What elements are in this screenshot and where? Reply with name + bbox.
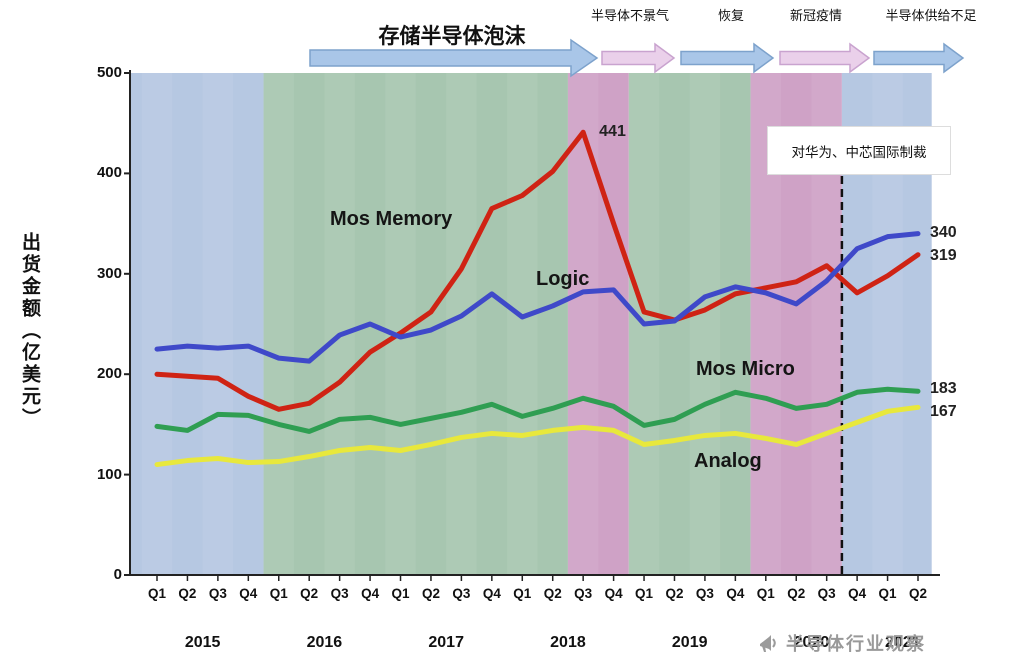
year-label: 2016 xyxy=(306,634,343,651)
memory-bubble-label: 存储半导体泡沫 xyxy=(378,25,526,48)
x-tick-label: Q2 xyxy=(300,586,319,601)
band-stripe xyxy=(263,73,294,575)
year-label: 2017 xyxy=(428,634,464,651)
band-stripe xyxy=(141,73,173,575)
x-tick-label: Q1 xyxy=(269,586,288,601)
value-label-logic-latest: 340 xyxy=(930,223,957,241)
x-tick-label: Q3 xyxy=(208,586,227,601)
y-tick-label: 0 xyxy=(113,566,122,583)
y-tick-label: 100 xyxy=(96,465,122,483)
series-line-analog xyxy=(154,404,921,468)
x-tick-label: Q3 xyxy=(452,586,471,601)
watermark-text: 半导体行业观察 xyxy=(786,634,926,654)
x-tick-label: Q2 xyxy=(665,586,684,601)
x-tick-label: Q1 xyxy=(513,586,532,601)
arrow-supply-shortage xyxy=(873,42,965,74)
x-tick-label: Q2 xyxy=(908,586,927,601)
y-axis-title: 出货金额（亿美元） xyxy=(19,232,40,430)
x-tick-label: Q1 xyxy=(147,586,166,601)
year-label: 2018 xyxy=(550,634,586,651)
year-label: 2015 xyxy=(184,634,221,651)
value-label-analog-latest: 167 xyxy=(930,403,957,421)
x-tick-label: Q4 xyxy=(482,586,501,601)
x-tick-label: Q3 xyxy=(817,586,836,601)
y-tick-label: 500 xyxy=(96,64,122,81)
series-line-mos-memory xyxy=(154,129,921,412)
x-tick-label: Q2 xyxy=(178,586,197,601)
y-tick-label: 400 xyxy=(96,164,122,182)
x-tick-label: Q4 xyxy=(726,586,745,601)
band-stripe xyxy=(202,73,234,575)
year-label: 2020 xyxy=(793,634,830,651)
sanctions-annotation-box: 对华为、中芯国际制裁 xyxy=(768,127,950,174)
arrow-memory-bubble xyxy=(309,38,599,78)
recovery-label: 恢复 xyxy=(717,8,745,23)
arrow-recovery xyxy=(680,42,775,74)
x-tick-label: Q3 xyxy=(330,586,349,601)
background-band xyxy=(129,73,264,575)
x-tick-label: Q1 xyxy=(878,586,897,601)
x-tick-label: Q1 xyxy=(635,586,654,601)
band-stripe xyxy=(689,73,721,575)
y-tick-label: 200 xyxy=(96,365,122,383)
x-tick-label: Q1 xyxy=(391,586,410,601)
year-label: 2021 xyxy=(884,634,921,651)
x-tick-label: Q1 xyxy=(756,586,775,601)
value-label-memory-peak: 441 xyxy=(599,123,626,141)
arrow-downturn xyxy=(601,42,676,74)
downturn-label: 半导体不景气 xyxy=(590,8,670,23)
x-tick-label: Q2 xyxy=(787,586,806,601)
series-label-analog: Analog xyxy=(694,450,762,472)
covid-label: 新冠疫情 xyxy=(789,8,843,23)
x-tick-label: Q4 xyxy=(604,586,623,601)
x-tick-label: Q4 xyxy=(361,586,380,601)
background-band xyxy=(567,73,629,575)
band-stripe xyxy=(507,73,538,575)
value-label-micro-latest: 183 xyxy=(930,380,957,398)
x-tick-label: Q3 xyxy=(574,586,593,601)
y-tick-label: 300 xyxy=(96,264,122,282)
watermark: 半导体行业观察 xyxy=(756,630,926,656)
series-line-mos-micro xyxy=(154,386,921,434)
value-label-memory-latest: 319 xyxy=(930,246,957,264)
series-line-logic xyxy=(154,231,921,364)
x-tick-label: Q2 xyxy=(543,586,562,601)
band-stripe xyxy=(324,73,355,575)
supply-shortage-label: 半导体供给不足 xyxy=(885,8,977,23)
x-tick-label: Q4 xyxy=(848,586,867,601)
x-tick-label: Q2 xyxy=(421,586,440,601)
x-tick-label: Q4 xyxy=(239,586,258,601)
series-label-logic: Logic xyxy=(536,268,590,290)
series-label-mos-memory: Mos Memory xyxy=(330,208,453,230)
series-label-mos-micro: Mos Micro xyxy=(696,358,795,380)
x-tick-label: Q3 xyxy=(695,586,714,601)
band-stripe xyxy=(446,73,477,575)
arrow-covid xyxy=(779,42,871,74)
year-label: 2019 xyxy=(671,634,708,651)
megaphone-icon xyxy=(760,635,776,652)
